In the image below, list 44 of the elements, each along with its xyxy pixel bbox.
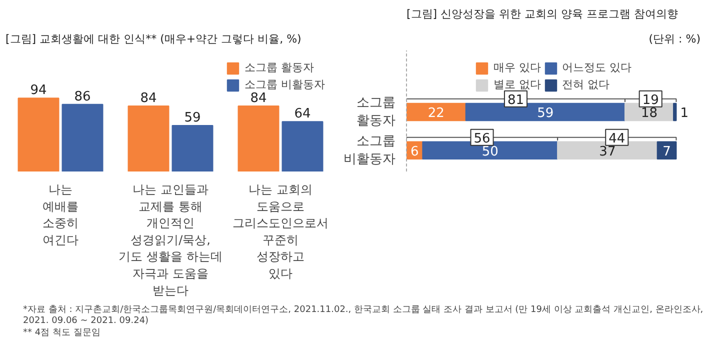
legend-label: 매우 있다 bbox=[494, 60, 541, 75]
legend-label: 전혀 없다 bbox=[562, 77, 610, 92]
data-label: 64 bbox=[294, 106, 311, 122]
data-label: 84 bbox=[250, 90, 267, 106]
bar bbox=[422, 141, 558, 160]
x-tick-label: 나는 교인들과 교제를 통해 개인적인 성경읽기/묵상, 기도 생활을 하는데 자극과 도움을 받는다 bbox=[118, 182, 222, 298]
bar bbox=[172, 124, 214, 172]
annotation: 44 bbox=[608, 131, 626, 146]
bar bbox=[128, 105, 170, 172]
legend-label: 소그룹 비활동자 bbox=[244, 77, 325, 92]
data-label: 59 bbox=[184, 110, 201, 126]
data-label: 18 bbox=[640, 106, 658, 121]
data-label: 37 bbox=[599, 144, 616, 160]
data-label: 84 bbox=[140, 90, 157, 106]
data-label: 22 bbox=[428, 106, 444, 121]
data-label: 86 bbox=[74, 89, 91, 104]
annotation: 19 bbox=[642, 92, 659, 108]
bar bbox=[557, 141, 658, 160]
chart-title: [그림] 신앙성장을 위한 교회의 양육 프로그램 참여의향 bbox=[406, 8, 678, 20]
data-label: 59 bbox=[537, 106, 554, 121]
bar bbox=[465, 102, 626, 122]
bar bbox=[406, 102, 466, 122]
data-label: 1 bbox=[680, 106, 689, 121]
text: *자료 출처 : 지구촌교회/한국소그룹목회연구원/목회데이터연구소, 2021.11.02., 한국교회 소그룹 실태 조사 결과 보고서 (만 19세 이상 교회출석 개신교인, 온라인조사, 2021. 09.06 ~ 2021. 09.24) bbox=[23, 305, 704, 326]
data-label: 6 bbox=[410, 144, 419, 160]
chart-title: [그림] 교회생활에 대한 인식** (매우+약간 그렇다 비율, %) bbox=[6, 32, 302, 46]
bar bbox=[656, 141, 677, 160]
bar bbox=[282, 121, 324, 172]
legend-label: 소그룹 활동자 bbox=[244, 60, 314, 75]
data-label: 94 bbox=[30, 83, 47, 98]
data-label: 50 bbox=[482, 144, 498, 160]
bar bbox=[62, 104, 104, 172]
bar bbox=[18, 98, 60, 172]
legend-label: 별로 없다 bbox=[494, 77, 541, 92]
legend-label: 어느정도 있다 bbox=[562, 60, 632, 75]
annotation: 81 bbox=[507, 92, 524, 108]
bar bbox=[673, 102, 677, 122]
data-label: 7 bbox=[662, 144, 671, 160]
chart-subtitle: (단위 : %) bbox=[648, 32, 700, 46]
bar bbox=[238, 105, 280, 172]
text: ** 4점 척도 질문임 bbox=[23, 328, 100, 338]
x-tick-label: 나는 교회의 도움으로 그리스도인으로서 꾸준히 성장하고 있다 bbox=[232, 182, 328, 280]
x-tick-label: 나는 예배를 소중히 여긴다 bbox=[42, 182, 78, 247]
annotation: 56 bbox=[474, 131, 490, 146]
